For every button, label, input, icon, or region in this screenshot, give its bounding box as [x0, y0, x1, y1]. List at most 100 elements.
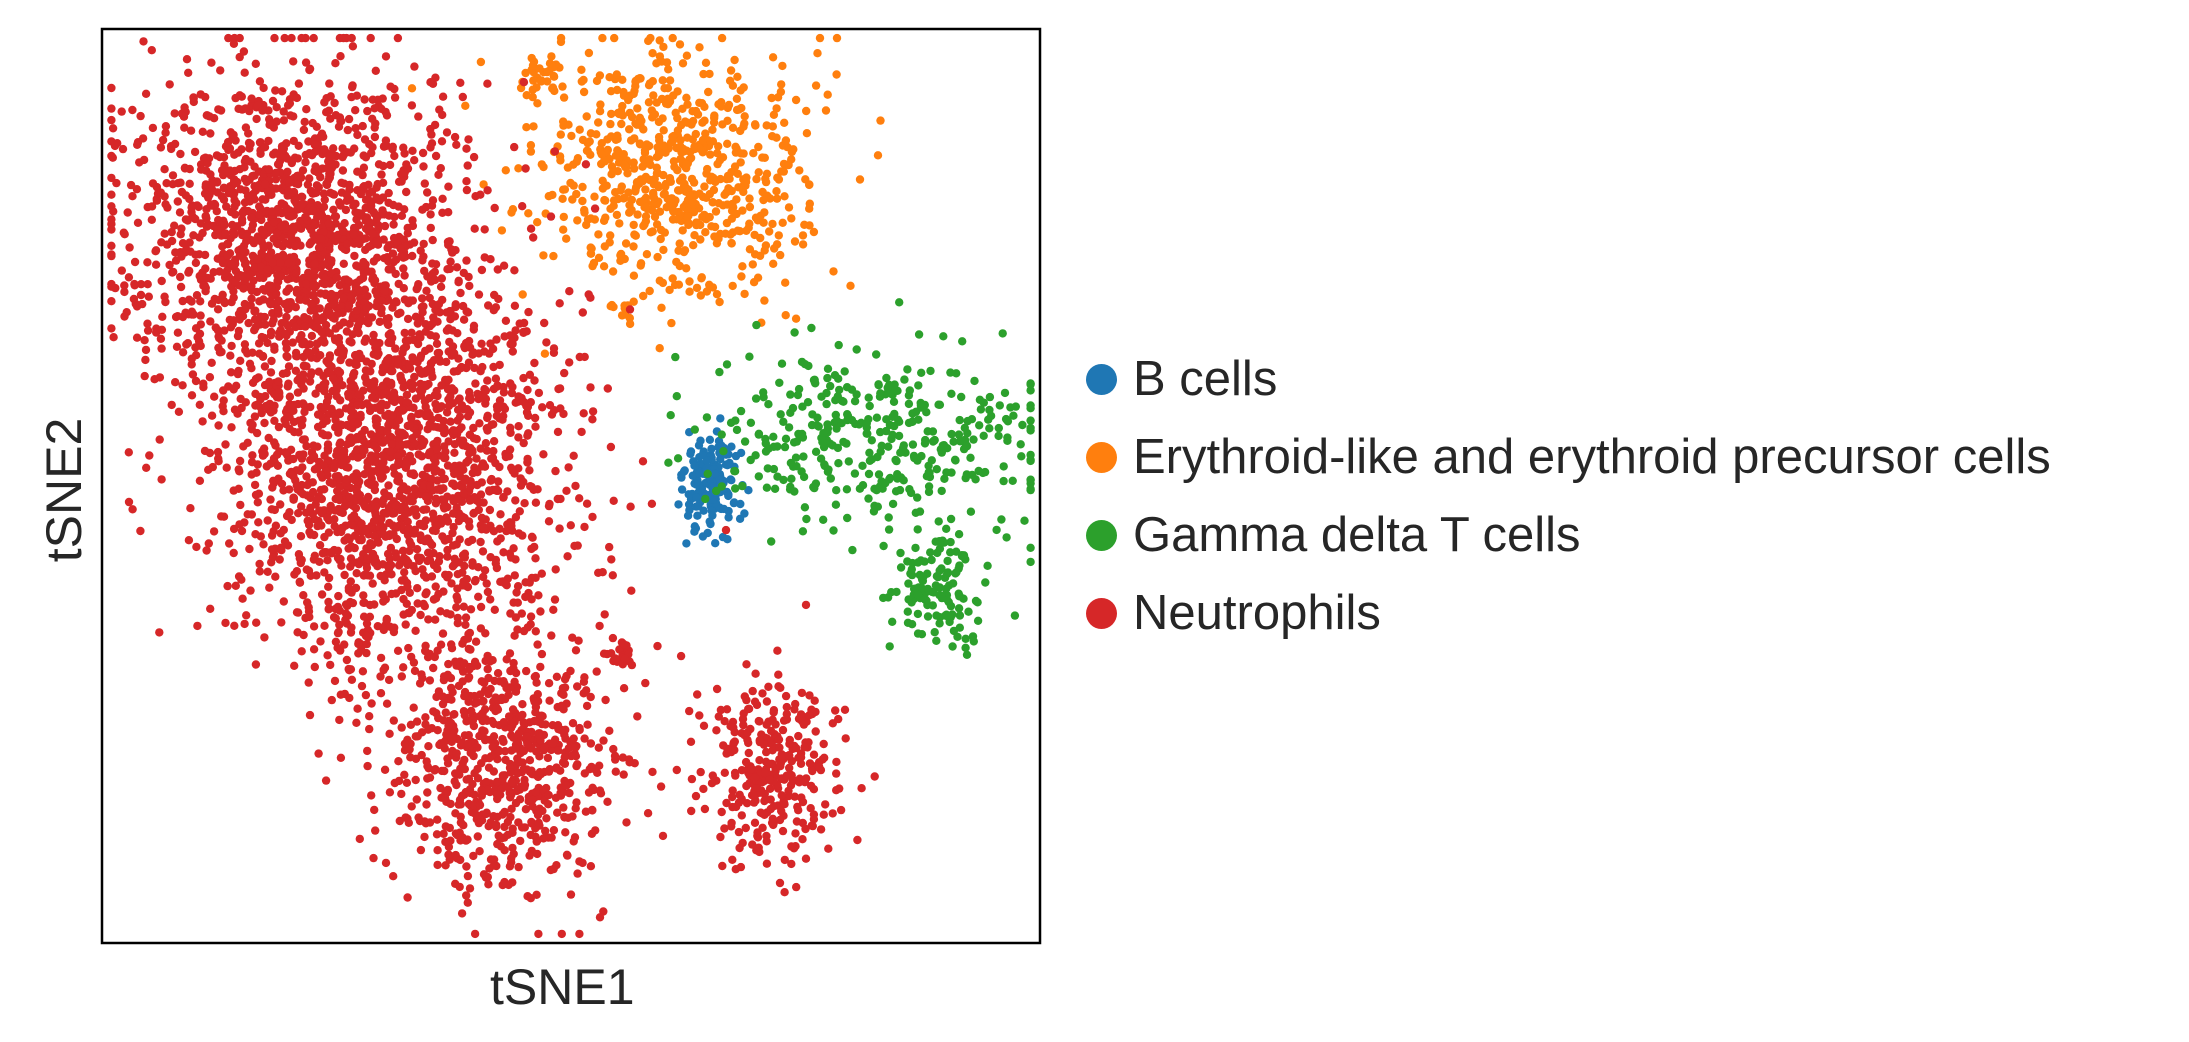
scatter-point [287, 402, 296, 412]
scatter-point [331, 614, 340, 623]
scatter-point [560, 368, 569, 378]
scatter-point [438, 194, 447, 203]
scatter-point [592, 130, 601, 139]
scatter-point [366, 367, 375, 376]
scatter-point [391, 501, 400, 510]
scatter-point [365, 712, 374, 721]
scatter-point [270, 33, 279, 43]
scatter-point [772, 104, 781, 113]
scatter-point [930, 628, 939, 637]
scatter-point [247, 458, 257, 467]
scatter-point [507, 337, 517, 346]
scatter-point [161, 128, 170, 137]
scatter-point [716, 414, 725, 423]
scatter-point [176, 282, 186, 292]
scatter-point [162, 179, 171, 188]
scatter-point [422, 588, 431, 597]
scatter-point [209, 268, 218, 277]
scatter-point [125, 243, 134, 252]
scatter-point [458, 436, 468, 445]
scatter-point [453, 495, 463, 504]
scatter-point [694, 441, 704, 450]
scatter-point [798, 527, 808, 536]
scatter-point [678, 104, 687, 114]
scatter-point [483, 376, 492, 385]
scatter-point [629, 242, 638, 251]
scatter-point [181, 308, 190, 317]
scatter-point [881, 426, 891, 436]
scatter-point [760, 246, 769, 255]
scatter-point [407, 492, 416, 502]
scatter-point [814, 422, 823, 431]
scatter-point [176, 230, 185, 239]
scatter-point [375, 317, 384, 326]
scatter-point [372, 214, 382, 223]
scatter-point [373, 562, 382, 571]
scatter-point [207, 299, 217, 308]
scatter-point [284, 284, 294, 293]
scatter-point [421, 516, 430, 525]
scatter-point [627, 586, 636, 595]
scatter-point [263, 265, 272, 274]
scatter-point [510, 142, 519, 152]
scatter-point [380, 576, 389, 585]
scatter-point [369, 257, 378, 266]
scatter-point [780, 118, 789, 128]
scatter-point [438, 110, 447, 120]
scatter-point [368, 393, 377, 402]
scatter-point [558, 194, 567, 203]
scatter-point [327, 289, 336, 299]
scatter-point [702, 287, 712, 296]
scatter-point [389, 716, 398, 725]
scatter-point [279, 116, 289, 125]
scatter-point [316, 485, 326, 495]
scatter-point [186, 504, 195, 513]
scatter-point [640, 146, 650, 155]
scatter-point [544, 679, 554, 688]
scatter-point [414, 450, 423, 459]
scatter-point [455, 412, 465, 422]
scatter-point [597, 139, 606, 148]
scatter-point [354, 209, 363, 218]
scatter-point [371, 287, 380, 296]
scatter-point [559, 121, 568, 130]
scatter-point [955, 415, 964, 425]
scatter-point [399, 284, 408, 293]
scatter-point [224, 188, 234, 198]
scatter-point [356, 189, 366, 199]
scatter-point [526, 147, 536, 156]
scatter-point [184, 268, 193, 277]
scatter-point [751, 394, 761, 403]
scatter-point [330, 676, 340, 686]
scatter-point [120, 287, 129, 297]
scatter-point [352, 432, 362, 442]
scatter-point [453, 405, 463, 414]
scatter-point [769, 432, 778, 441]
scatter-point [526, 482, 535, 491]
scatter-point [707, 222, 716, 231]
scatter-point [360, 135, 370, 144]
scatter-point [299, 352, 308, 362]
scatter-point [133, 140, 142, 149]
scatter-point [674, 186, 684, 195]
scatter-point [686, 449, 695, 458]
scatter-point [753, 273, 763, 282]
scatter-point [553, 427, 563, 437]
scatter-point [192, 291, 202, 300]
scatter-point [887, 434, 896, 444]
scatter-point [952, 568, 961, 577]
scatter-point [915, 507, 925, 516]
scatter-point [489, 527, 499, 536]
scatter-point [456, 363, 465, 373]
scatter-point [772, 133, 781, 142]
scatter-point [124, 448, 133, 457]
scatter-point [180, 103, 189, 112]
scatter-point [310, 220, 320, 230]
scatter-point [448, 528, 457, 538]
scatter-point [294, 171, 303, 180]
scatter-point [283, 382, 292, 391]
scatter-point [203, 159, 212, 168]
scatter-point [269, 527, 278, 536]
scatter-point [649, 193, 659, 203]
scatter-point [531, 627, 540, 636]
